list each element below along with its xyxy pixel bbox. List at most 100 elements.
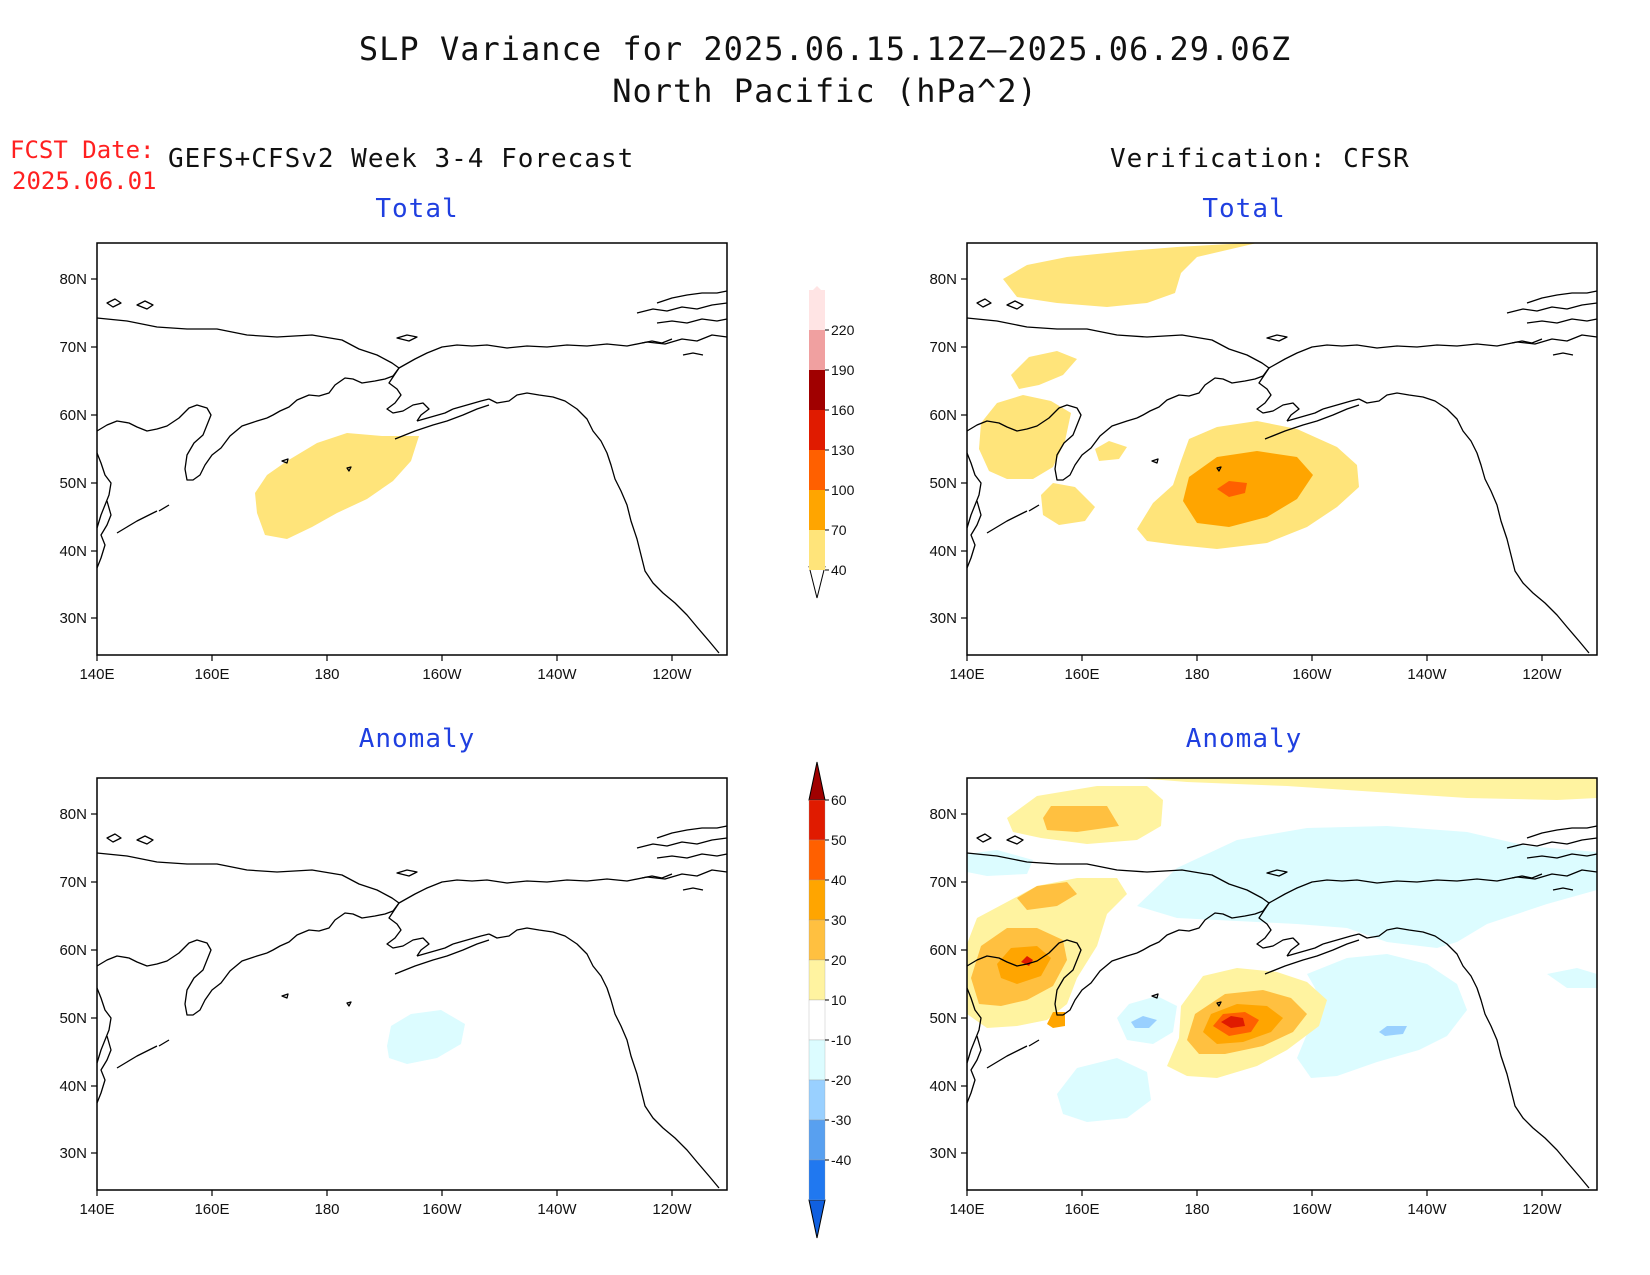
lon-tick-label: 120W [652,666,692,683]
forecast-header: GEFS+CFSv2 Week 3-4 Forecast [168,144,635,174]
lon-tick-label: 160W [1292,1201,1332,1218]
contour-minus10-minus20 [387,1010,465,1064]
lon-tick-label: 160E [194,666,229,683]
lon-tick-label: 140E [949,666,984,683]
colorbar-level-label: -40 [831,1152,851,1168]
colorbar-swatch [808,919,826,961]
lon-tick-label: 140W [1407,1201,1447,1218]
lat-tick-label: 70N [59,874,87,891]
lon-tick-label: 120W [1522,1201,1562,1218]
colorbar-swatch [809,370,825,410]
lon-tick-label: 180 [314,1201,339,1218]
lon-tick-label: 160W [422,666,462,683]
lon-tick-label: 140W [537,666,577,683]
lon-tick-label: 140E [949,1201,984,1218]
lat-tick-label: 80N [59,271,87,288]
colorbar-level-label: 220 [831,322,855,338]
lon-tick-label: 180 [314,666,339,683]
colorbar-swatch [808,799,826,841]
lat-tick-label: 40N [59,543,87,560]
colorbar-lower-arrow [808,565,826,599]
lat-tick-label: 50N [929,475,957,492]
lon-tick-label: 160E [194,1201,229,1218]
lat-tick-label: 70N [929,339,957,356]
panel-title-verification-total: Total [1202,194,1286,224]
colorbar-level-label: 60 [831,792,847,808]
lon-tick-label: 140W [1407,666,1447,683]
colorbar-level-label: 100 [831,482,855,498]
lon-tick-label: 120W [652,1201,692,1218]
colorbar-swatch [809,330,825,370]
colorbar-swatch [808,1119,826,1161]
panel-title-forecast-total: Total [375,194,459,224]
lon-tick-label: 160E [1064,1201,1099,1218]
colorbar-level-label: 30 [831,912,847,928]
lat-tick-label: 80N [929,806,957,823]
colorbar-level-label: 130 [831,442,855,458]
lat-tick-label: 40N [929,543,957,560]
colorbar-swatch [808,959,826,1001]
colorbar-swatch [809,290,825,330]
lat-tick-label: 60N [59,407,87,424]
colorbar-swatch [809,530,825,570]
lat-tick-label: 70N [929,874,957,891]
lon-tick-label: 140E [79,666,114,683]
verification-header: Verification: CFSR [1110,144,1410,174]
colorbar-swatch [809,490,825,530]
lon-tick-label: 180 [1184,1201,1209,1218]
lat-tick-label: 40N [59,1078,87,1095]
lat-tick-label: 70N [59,339,87,356]
colorbar-level-label: 10 [831,992,847,1008]
panel-title-verification-anomaly: Anomaly [1185,724,1303,754]
lat-tick-label: 80N [929,271,957,288]
figure-title-line1: SLP Variance for 2025.06.15.12Z–2025.06.… [358,30,1292,68]
lon-tick-label: 160W [422,1201,462,1218]
lat-tick-label: 50N [929,1010,957,1027]
colorbar-swatch [809,450,825,490]
colorbar-level-label: 20 [831,952,847,968]
colorbar-level-label: -10 [831,1032,851,1048]
colorbar-swatch [808,879,826,921]
colorbar-lower-arrow [808,1199,826,1239]
colorbar-level-label: 160 [831,402,855,418]
lat-tick-label: 30N [59,1145,87,1162]
map-panel-forecast-anomaly [96,777,728,1191]
lat-tick-label: 80N [59,806,87,823]
lon-tick-label: 140E [79,1201,114,1218]
panel-title-forecast-anomaly: Anomaly [358,724,476,754]
lat-tick-label: 60N [929,407,957,424]
map-panel-verification-total [966,242,1598,656]
lat-tick-label: 30N [929,1145,957,1162]
figure-title-line2: North Pacific (hPa^2) [612,72,1038,110]
lon-tick-label: 160W [1292,666,1332,683]
anomaly-colorbar: 60 50 40 30 20 10 -10 -20 -30 -40 [808,761,851,1239]
colorbar-level-label: 40 [831,562,847,578]
colorbar-swatch [809,410,825,450]
colorbar-swatch [808,1039,826,1081]
fcst-date-label: FCST Date: [10,136,155,164]
colorbar-swatch [808,1079,826,1121]
colorbar-swatch [808,1159,826,1201]
colorbar-level-label: 40 [831,872,847,888]
total-colorbar: 40 70 100 130 160 190 220 [808,286,855,599]
colorbar-swatch [808,839,826,881]
lat-tick-label: 30N [929,610,957,627]
fcst-date-value: 2025.06.01 [12,167,157,195]
lon-tick-label: 160E [1064,666,1099,683]
lat-tick-label: 60N [59,942,87,959]
colorbar-level-label: 190 [831,362,855,378]
lon-tick-label: 180 [1184,666,1209,683]
lat-tick-label: 50N [59,1010,87,1027]
colorbar-swatch [808,999,826,1041]
lat-tick-label: 60N [929,942,957,959]
lat-tick-label: 50N [59,475,87,492]
colorbar-level-label: -20 [831,1072,851,1088]
lat-tick-label: 40N [929,1078,957,1095]
map-panel-forecast-total [96,242,728,656]
lat-tick-label: 30N [59,610,87,627]
colorbar-level-label: 70 [831,522,847,538]
colorbar-level-label: -30 [831,1112,851,1128]
lon-tick-label: 120W [1522,666,1562,683]
lon-tick-label: 140W [537,1201,577,1218]
